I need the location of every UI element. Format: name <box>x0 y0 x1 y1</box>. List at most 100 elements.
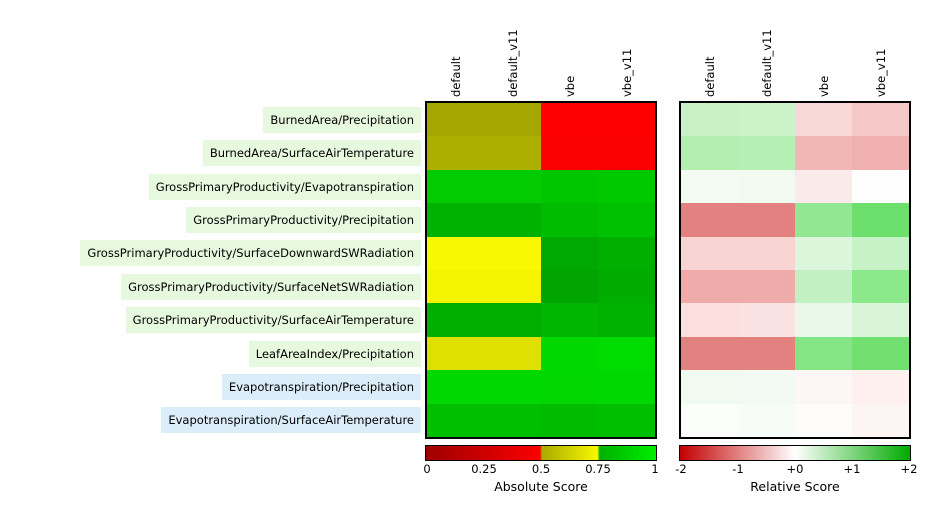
heatmap-cell <box>484 270 541 304</box>
heatmap-cell <box>738 136 795 170</box>
heatmap-cell <box>681 103 738 137</box>
heatmap-cell <box>598 203 655 237</box>
heatmap-cell <box>681 370 738 404</box>
row-label: LeafAreaIndex/Precipitation <box>248 340 421 367</box>
absolute-score-heatmap <box>425 101 657 439</box>
heatmap-cell <box>484 136 541 170</box>
column-header-default: default <box>448 56 463 97</box>
heatmap-cell <box>681 169 738 204</box>
relative-colorbar-tick: -1 <box>732 462 744 476</box>
heatmap-cell <box>541 203 598 237</box>
heatmap-cell <box>541 370 598 404</box>
heatmap-cell <box>852 370 909 404</box>
heatmap-cell <box>738 236 795 270</box>
heatmap-cell <box>795 403 852 437</box>
heatmap-cell <box>541 169 598 204</box>
column-header-default_v11: default_v11 <box>505 29 520 97</box>
heatmap-cell <box>541 236 598 270</box>
heatmap-cell <box>795 136 852 170</box>
heatmap-cell <box>795 336 852 371</box>
heatmap-cell <box>541 270 598 304</box>
column-header-default: default <box>702 56 717 97</box>
absolute-colorbar-tick: 0 <box>423 462 431 476</box>
heatmap-cell <box>852 270 909 304</box>
heatmap-cell <box>852 236 909 270</box>
heatmap-cell <box>598 403 655 437</box>
absolute-colorbar-tick: 0.75 <box>585 462 611 476</box>
heatmap-cell <box>738 270 795 304</box>
heatmap-cell <box>484 370 541 404</box>
heatmap-cell <box>484 236 541 270</box>
row-label: Evapotranspiration/Precipitation <box>221 373 421 400</box>
heatmap-cell <box>852 303 909 337</box>
row-label: GrossPrimaryProductivity/SurfaceAirTempe… <box>125 307 421 334</box>
heatmap-cell <box>598 136 655 170</box>
relative-colorbar-tick: +1 <box>843 462 861 476</box>
absolute-colorbar-tick: 1 <box>651 462 659 476</box>
heatmap-cell <box>738 336 795 371</box>
row-label: BurnedArea/SurfaceAirTemperature <box>202 140 421 167</box>
absolute-colorbar-tick: 0.5 <box>531 462 551 476</box>
heatmap-cell <box>681 236 738 270</box>
heatmap-cell <box>541 336 598 371</box>
row-label: GrossPrimaryProductivity/Evapotranspirat… <box>148 173 421 200</box>
heatmap-cell <box>681 303 738 337</box>
heatmap-cell <box>427 303 484 337</box>
heatmap-cell <box>738 203 795 237</box>
heatmap-cell <box>738 169 795 204</box>
column-header-vbe_v11: vbe_v11 <box>619 48 634 97</box>
absolute-score-colorbar <box>425 445 657 461</box>
heatmap-cell <box>484 303 541 337</box>
heatmap-cell <box>681 136 738 170</box>
heatmap-cell <box>427 403 484 437</box>
column-header-default_v11: default_v11 <box>759 29 774 97</box>
heatmap-cell <box>427 103 484 137</box>
row-label: Evapotranspiration/SurfaceAirTemperature <box>161 407 421 434</box>
heatmap-cell <box>598 103 655 137</box>
heatmap-cell <box>598 303 655 337</box>
heatmap-cell <box>598 169 655 204</box>
heatmap-cell <box>484 336 541 371</box>
heatmap-cell <box>484 403 541 437</box>
heatmap-cell <box>598 236 655 270</box>
relative-colorbar-tick: -2 <box>675 462 687 476</box>
row-label: GrossPrimaryProductivity/SurfaceDownward… <box>80 240 421 267</box>
heatmap-cell <box>541 136 598 170</box>
relative-score-axis-title: Relative Score <box>750 479 840 494</box>
heatmap-cell <box>427 370 484 404</box>
heatmap-cell <box>598 370 655 404</box>
heatmap-cell <box>427 203 484 237</box>
row-label: GrossPrimaryProductivity/SurfaceNetSWRad… <box>121 273 421 300</box>
heatmap-cell <box>795 203 852 237</box>
heatmap-cell <box>484 169 541 204</box>
heatmap-cell <box>427 169 484 204</box>
absolute-colorbar-tick: 0.25 <box>471 462 497 476</box>
heatmap-cell <box>852 169 909 204</box>
heatmap-cell <box>484 103 541 137</box>
absolute-score-axis-title: Absolute Score <box>494 479 588 494</box>
heatmap-cell <box>681 203 738 237</box>
heatmap-cell <box>541 303 598 337</box>
heatmap-cell <box>795 169 852 204</box>
heatmap-cell <box>795 103 852 137</box>
heatmap-cell <box>598 336 655 371</box>
heatmap-cell <box>681 403 738 437</box>
heatmap-cell <box>738 303 795 337</box>
heatmap-cell <box>738 370 795 404</box>
heatmap-cell <box>738 103 795 137</box>
heatmap-cell <box>427 236 484 270</box>
heatmap-cell <box>427 336 484 371</box>
relative-score-heatmap <box>679 101 911 439</box>
heatmap-cell <box>541 103 598 137</box>
relative-colorbar-tick: +2 <box>900 462 918 476</box>
heatmap-cell <box>795 270 852 304</box>
column-header-vbe: vbe <box>816 75 831 97</box>
heatmap-cell <box>484 203 541 237</box>
relative-colorbar-tick: +0 <box>786 462 804 476</box>
relative-score-colorbar <box>679 445 911 461</box>
heatmap-cell <box>852 336 909 371</box>
heatmap-cell <box>795 303 852 337</box>
heatmap-cell <box>852 203 909 237</box>
heatmap-cell <box>541 403 598 437</box>
